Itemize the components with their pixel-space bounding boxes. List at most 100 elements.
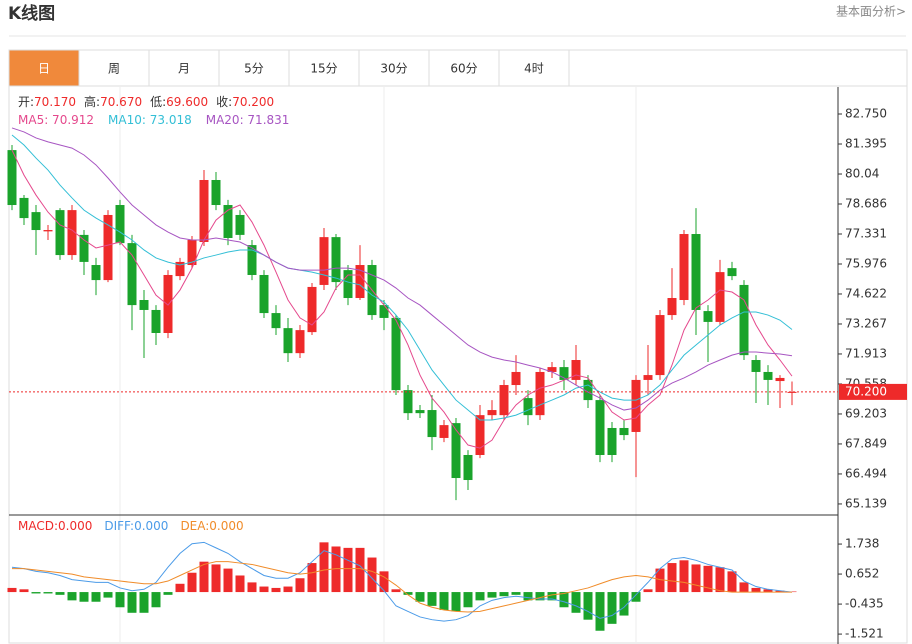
macd-bar bbox=[547, 592, 557, 601]
macd-bar bbox=[127, 592, 137, 613]
tab-label[interactable]: 15分 bbox=[310, 62, 337, 76]
macd-bar bbox=[175, 583, 185, 593]
tab[interactable] bbox=[148, 49, 220, 87]
candle-body bbox=[559, 367, 569, 380]
info-label: 开: bbox=[18, 95, 34, 109]
candle-body bbox=[379, 305, 389, 318]
tab-label[interactable]: 30分 bbox=[380, 62, 407, 76]
candle-body bbox=[403, 390, 413, 414]
info-value: 69.600 bbox=[166, 95, 208, 109]
candle-body bbox=[667, 298, 677, 316]
ma-line bbox=[11, 134, 793, 421]
macd-bar bbox=[559, 592, 569, 608]
tab[interactable] bbox=[428, 49, 500, 87]
candle-body bbox=[103, 214, 113, 281]
macd-bar bbox=[343, 547, 353, 593]
tab[interactable] bbox=[218, 49, 290, 87]
macd-bar bbox=[607, 592, 617, 624]
macd-bar bbox=[259, 586, 269, 593]
macd-bar bbox=[379, 571, 389, 593]
fundamental-link[interactable]: 基本面分析> bbox=[836, 5, 906, 19]
candle-body bbox=[535, 371, 545, 416]
ma-legend: MA5: 70.912 MA10: 73.018 MA20: 71.831 bbox=[18, 113, 289, 127]
y-tick-label: 77.331 bbox=[845, 226, 887, 240]
candle-body bbox=[787, 391, 797, 393]
macd-bar bbox=[415, 592, 425, 602]
candle-body bbox=[583, 379, 593, 401]
candle-body bbox=[523, 398, 533, 416]
tab[interactable] bbox=[288, 49, 360, 87]
macd-bar bbox=[703, 565, 713, 593]
candle-body bbox=[331, 237, 341, 283]
macd-bar bbox=[523, 592, 533, 601]
ma-line bbox=[11, 149, 793, 449]
candle-body bbox=[475, 415, 485, 455]
macd-bar bbox=[451, 592, 461, 612]
macd-bar bbox=[91, 592, 101, 602]
macd-bar bbox=[211, 564, 221, 593]
macd-bar bbox=[55, 592, 65, 595]
macd-bar bbox=[163, 592, 173, 595]
legend-entry: MA10: 73.018 bbox=[108, 113, 192, 127]
y-tick-label: 74.622 bbox=[845, 286, 887, 300]
tab-label[interactable]: 周 bbox=[108, 62, 120, 76]
y-tick-label: 82.750 bbox=[845, 107, 887, 121]
candle-body bbox=[199, 179, 209, 242]
macd-bar bbox=[619, 592, 629, 616]
candle-body bbox=[439, 425, 449, 438]
macd-bar bbox=[643, 589, 653, 593]
tab-label[interactable]: 4时 bbox=[524, 62, 544, 76]
y-tick-label: 80.04 bbox=[845, 167, 879, 181]
macd-bar bbox=[751, 587, 761, 593]
candle-body bbox=[715, 272, 725, 322]
candle-body bbox=[139, 300, 149, 310]
macd-bar bbox=[67, 592, 77, 601]
legend-entry: MA5: 70.912 bbox=[18, 113, 94, 127]
tab[interactable] bbox=[358, 49, 430, 87]
y-tick-label: -0.435 bbox=[845, 597, 884, 611]
info-value: 70.200 bbox=[232, 95, 274, 109]
candle-body bbox=[571, 360, 581, 380]
candle-body bbox=[247, 245, 257, 275]
macd-bar bbox=[391, 589, 401, 593]
candle-body bbox=[163, 274, 173, 333]
tab-label[interactable]: 5分 bbox=[244, 62, 264, 76]
tab-label[interactable]: 60分 bbox=[450, 62, 477, 76]
macd-bar bbox=[139, 592, 149, 613]
legend-entry: DEA:0.000 bbox=[180, 519, 243, 533]
candle-body bbox=[655, 315, 665, 376]
macd-bar bbox=[775, 590, 785, 593]
candle-body bbox=[127, 243, 137, 306]
candle-body bbox=[427, 410, 437, 438]
candle-body bbox=[307, 286, 317, 333]
candle-body bbox=[235, 214, 245, 235]
candle-body bbox=[691, 234, 701, 310]
macd-bar bbox=[199, 561, 209, 593]
candle-body bbox=[415, 410, 425, 414]
tab-label[interactable]: 日 bbox=[38, 62, 50, 76]
macd-bar bbox=[79, 592, 89, 602]
candle-body bbox=[79, 234, 89, 262]
chart-frame bbox=[8, 85, 908, 644]
info-label: 收: bbox=[216, 95, 232, 109]
macd-bar bbox=[319, 542, 329, 593]
y-tick-label: 73.267 bbox=[845, 316, 887, 330]
tab[interactable] bbox=[498, 49, 570, 87]
candle-body bbox=[223, 205, 233, 239]
candle-body bbox=[115, 205, 125, 244]
y-tick-label: 78.686 bbox=[845, 196, 887, 210]
legend-entry: MACD:0.000 bbox=[18, 519, 92, 533]
legend-entry: MA20: 71.831 bbox=[206, 113, 290, 127]
candle-body bbox=[739, 284, 749, 356]
macd-bar bbox=[295, 578, 305, 593]
macd-bar bbox=[427, 592, 437, 606]
info-label: 高: bbox=[84, 94, 100, 109]
macd-bar bbox=[631, 592, 641, 602]
macd-line bbox=[12, 561, 792, 613]
tab-label[interactable]: 月 bbox=[178, 62, 190, 76]
macd-bar bbox=[655, 568, 665, 593]
y-tick-label: 0.652 bbox=[845, 567, 879, 581]
macd-bar bbox=[307, 563, 317, 593]
candle-body bbox=[595, 400, 605, 455]
candle-body bbox=[547, 367, 557, 372]
